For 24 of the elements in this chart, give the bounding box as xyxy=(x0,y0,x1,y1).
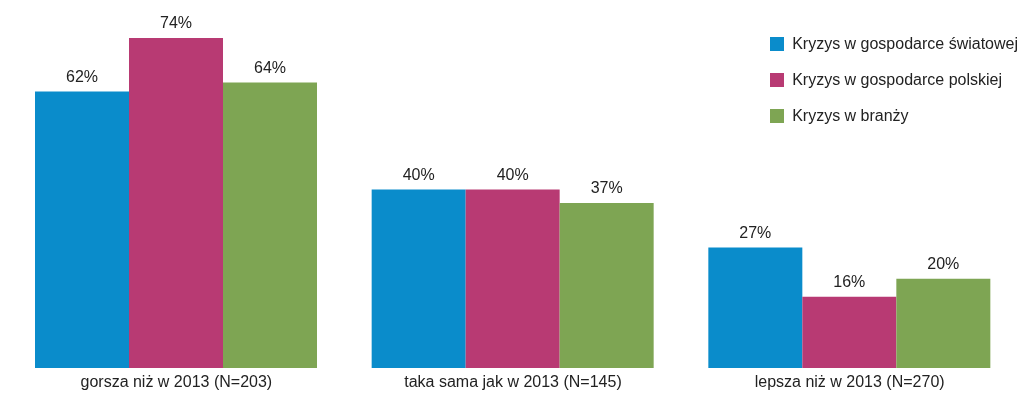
data-label: 40% xyxy=(402,165,435,183)
legend-label: Kryzys w gospodarce światowej xyxy=(792,34,1018,54)
data-label: 40% xyxy=(496,165,529,183)
bar xyxy=(896,278,991,368)
bar xyxy=(708,247,803,368)
x-tick-label: gorsza niż w 2013 (N=203) xyxy=(80,373,273,391)
data-label: 74% xyxy=(159,14,193,31)
data-label: 62% xyxy=(65,67,99,85)
x-tick-label: lepsza niż w 2013 (N=270) xyxy=(754,373,945,391)
legend-label: Kryzys w gospodarce polskiej xyxy=(792,70,1002,90)
legend-label: Kryzys w branży xyxy=(792,106,909,126)
data-label: 64% xyxy=(253,58,287,76)
bar xyxy=(35,91,129,368)
x-tick-label: taka sama jak w 2013 (N=145) xyxy=(404,373,622,391)
data-label: 37% xyxy=(590,179,623,196)
bar xyxy=(465,189,560,368)
bar xyxy=(223,82,317,368)
bar xyxy=(559,203,654,368)
bar xyxy=(371,189,466,368)
data-label: 20% xyxy=(927,254,960,272)
data-label: 16% xyxy=(833,272,866,290)
data-label: 27% xyxy=(739,223,772,241)
bar xyxy=(802,296,897,368)
bar xyxy=(129,38,223,368)
